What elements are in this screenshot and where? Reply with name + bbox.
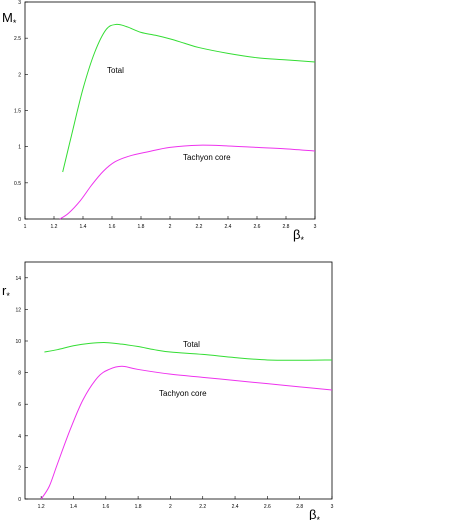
x-tick-label: 2: [169, 224, 172, 230]
y-tick-label: 0: [18, 217, 21, 223]
annotation-total: Total: [107, 66, 124, 75]
y-axis-label: M*: [2, 10, 17, 28]
x-tick-label: 1.8: [138, 224, 145, 230]
chart-1: 1 1.2 1.4 1.6 1.8 2 2.2 2.4 2.6 2.8 3 0 0.5 1 1.5 2 2.5 3…: [2, 0, 317, 245]
chart-2: 1.2 1.4 1.6 1.8 2 2.2 2.4 2.6 2.8 3 0 2 4 6 8 10 12 14 r* β…: [2, 261, 334, 520]
y-tick-label: 0: [18, 497, 21, 503]
x-tick-label: 2: [169, 504, 172, 510]
x-tick-label: 3: [314, 224, 317, 230]
x-tick-label: 1.4: [70, 504, 77, 510]
x-tick-label: 1: [24, 224, 27, 230]
y-tick-label: 3: [18, 0, 21, 6]
x-tick-label: 2.6: [264, 504, 271, 510]
x-tick-label: 2.2: [199, 504, 206, 510]
series-line-total: [44, 342, 333, 361]
x-tick-label: 1.6: [109, 224, 116, 230]
x-tick-label: 2.4: [232, 504, 239, 510]
y-tick-label: 2: [18, 72, 21, 78]
y-tick-label: 1.5: [14, 109, 21, 115]
x-tick-label: 1.8: [135, 504, 142, 510]
annotation-tachyon-core: Tachyon core: [159, 389, 207, 398]
y-tick-label: 6: [18, 402, 21, 408]
plot-frame: [24, 261, 333, 500]
x-tick-label: 1.2: [51, 224, 58, 230]
x-tick-label: 2.2: [196, 224, 203, 230]
series-line-total: [62, 23, 316, 173]
series-line-tachyon-core: [40, 365, 333, 500]
x-tick-label: 1.2: [38, 504, 45, 510]
y-tick-label: 2: [18, 465, 21, 471]
plot-frame: [24, 1, 316, 220]
x-tick-label: 3: [331, 504, 334, 510]
x-axis-label: β*: [293, 227, 304, 245]
y-tick-label: 8: [18, 371, 21, 377]
x-tick-label: 2.6: [254, 224, 261, 230]
x-axis-label: β*: [309, 507, 320, 520]
annotation-total: Total: [183, 340, 200, 349]
x-tick-label: 2.8: [283, 224, 290, 230]
x-tick-label: 1.4: [80, 224, 87, 230]
x-tick-label: 1.6: [102, 504, 109, 510]
y-axis-label: r*: [2, 283, 10, 301]
y-tick-label: 10: [15, 339, 21, 345]
y-tick-label: 0.5: [14, 181, 21, 187]
y-tick-label: 1: [18, 145, 21, 151]
y-tick-label: 2.5: [14, 36, 21, 42]
y-tick-label: 12: [15, 307, 21, 313]
x-tick-label: 2.8: [296, 504, 303, 510]
y-tick-label: 14: [15, 276, 21, 282]
x-tick-label: 2.4: [225, 224, 232, 230]
series-line-tachyon-core: [59, 144, 316, 220]
y-tick-label: 4: [18, 434, 21, 440]
annotation-tachyon-core: Tachyon core: [183, 153, 231, 162]
